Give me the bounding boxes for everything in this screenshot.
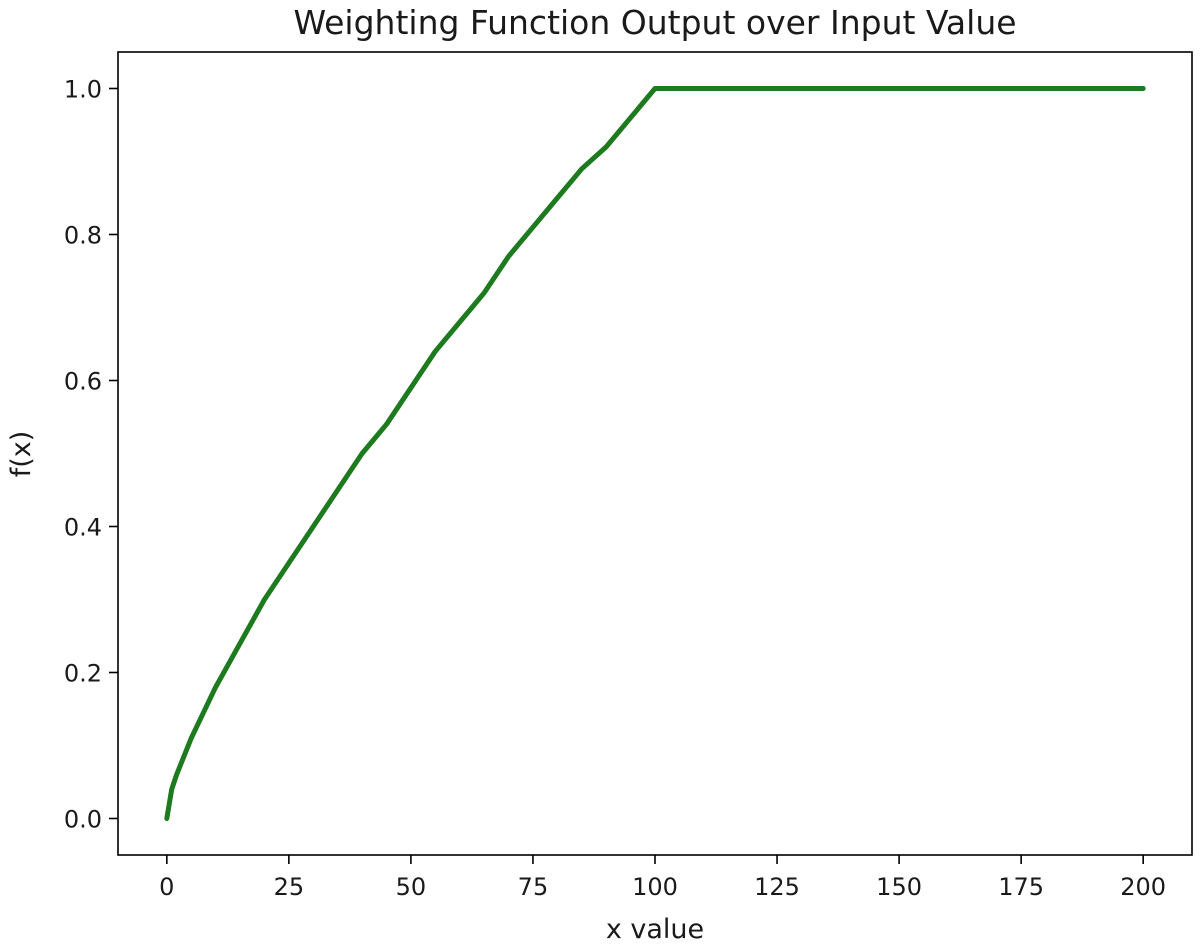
x-tick-label: 25 <box>274 873 305 901</box>
y-tick-label: 1.0 <box>64 76 102 104</box>
series-line-0 <box>164 86 1146 821</box>
x-tick-label: 125 <box>754 873 800 901</box>
chart-title: Weighting Function Output over Input Val… <box>293 3 1016 42</box>
y-axis-label: f(x) <box>6 431 37 478</box>
x-tick-label: 75 <box>518 873 549 901</box>
x-tick-label: 175 <box>998 873 1044 901</box>
y-tick-label: 0.8 <box>64 222 102 250</box>
y-tick-label: 0.2 <box>64 660 102 688</box>
plot-area: 0 25 50 75 100 125 150 175 200 0.0 0.2 0.4 0.6 0.8 1.0 <box>64 51 1193 901</box>
x-tick-label: 200 <box>1120 873 1166 901</box>
x-tick-label: 150 <box>876 873 922 901</box>
x-tick-label: 50 <box>396 873 427 901</box>
y-tick-label: 0.6 <box>64 368 102 396</box>
y-tick-label: 0.4 <box>64 514 102 542</box>
y-tick-label: 0.0 <box>64 806 102 834</box>
x-tick-label: 100 <box>632 873 678 901</box>
x-axis-label: x value <box>606 914 704 945</box>
x-tick-label: 0 <box>159 873 174 901</box>
